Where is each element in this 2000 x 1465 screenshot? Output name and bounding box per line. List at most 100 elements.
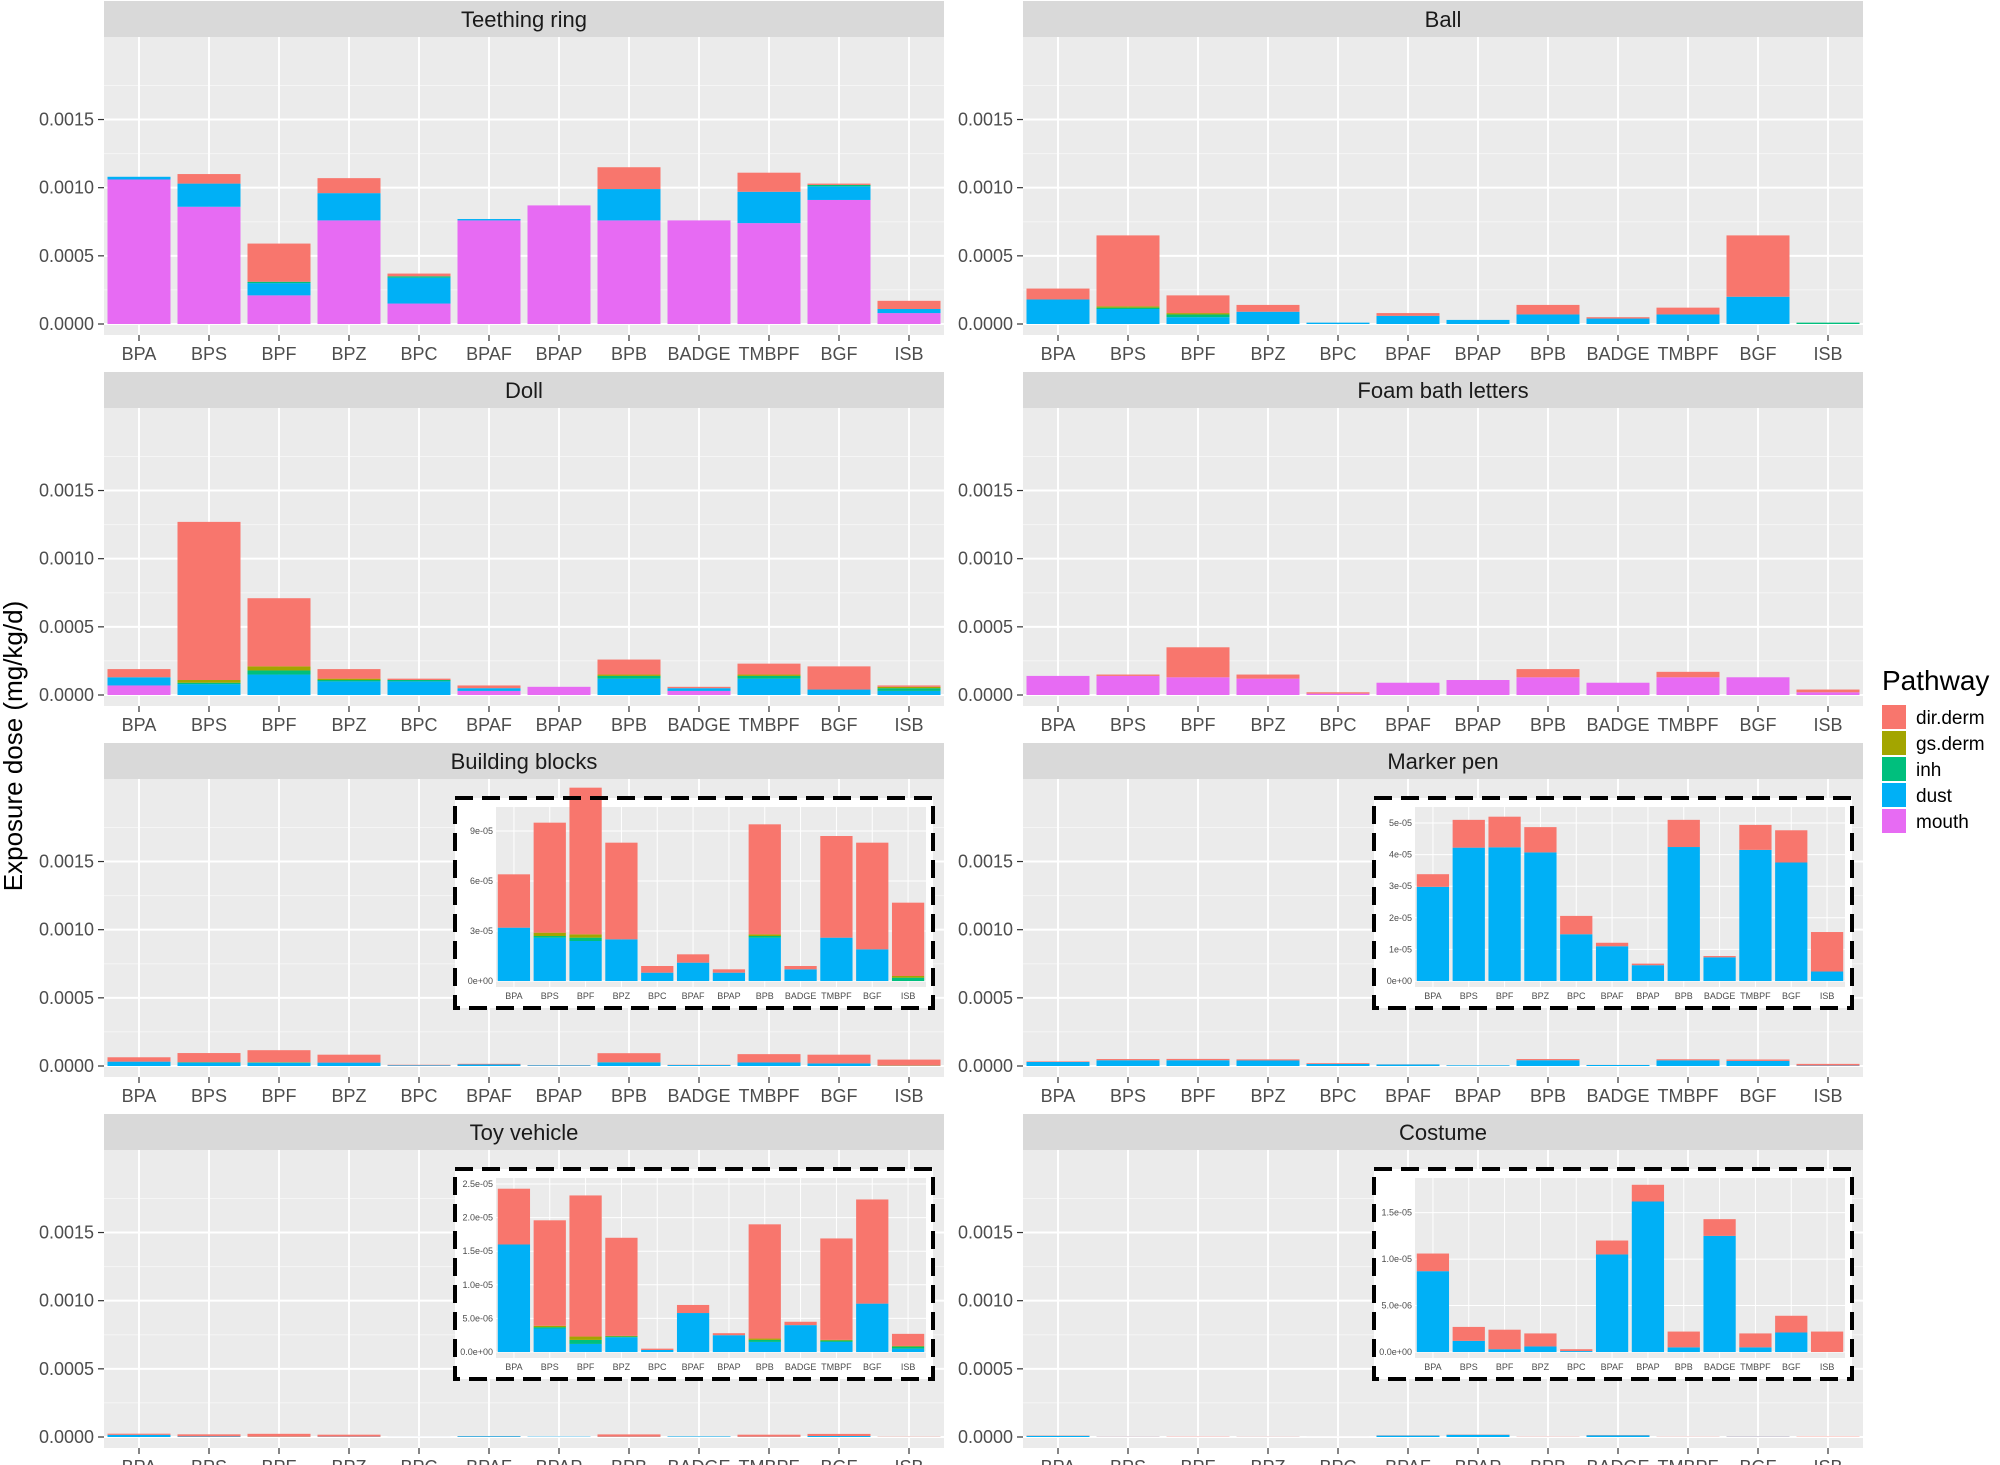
main-bar-bpc-inh [387, 276, 451, 278]
panel-background-foam-bath-letters [1023, 408, 1863, 706]
panel-strip-costume [1023, 1114, 1863, 1150]
inset-bar-bpap-dir-derm [712, 969, 746, 973]
chart-panels: Teething ring 0.0000 0.0005 0.0010 0.0015 BPA… [39, 1, 1863, 1465]
main-bar-bps-dir-derm [177, 1434, 241, 1437]
inset-x-tick-label-bgf: BGF [1782, 991, 1801, 1001]
main-bar-bpa-dust [1026, 1435, 1090, 1437]
inset-y-tick-label: 4e-05 [1389, 850, 1412, 860]
x-tick-label-bpa: BPA [1041, 1086, 1076, 1106]
inset-bar-bpaf-dust [1595, 1254, 1629, 1352]
panel-foam-bath-letters: Foam bath letters 0.0000 0.0005 0.0010 0.001… [958, 372, 1863, 735]
y-tick-label: 0.0010 [39, 1291, 94, 1311]
x-tick-label-bgf: BGF [1739, 344, 1776, 364]
legend-key-dir-derm [1882, 705, 1906, 729]
main-bar-bpz-dir-derm [317, 178, 381, 194]
inset-bar-bpc-dir-derm [641, 1348, 674, 1350]
main-bar-bpc-mouth [1306, 693, 1370, 695]
inset-x-tick-label-bpa: BPA [505, 991, 522, 1001]
main-bar-bps-gs-derm [1096, 306, 1160, 308]
x-tick-label-bpc: BPC [1319, 344, 1356, 364]
main-bar-bpb-inh [597, 675, 661, 679]
inset-bar-bpz-dust [1524, 852, 1557, 981]
x-tick-label-bps: BPS [191, 715, 227, 735]
inset-bar-bpaf-dir-derm [676, 1304, 710, 1314]
inset-x-tick-label-tmbpf: TMBPF [1740, 991, 1771, 1001]
panel-teething-ring: Teething ring 0.0000 0.0005 0.0010 0.0015 BPA… [39, 1, 944, 364]
main-bar-bps-inh [177, 682, 241, 685]
x-tick-label-badge: BADGE [1586, 1457, 1649, 1465]
main-bar-bgf-dust [807, 186, 871, 200]
x-tick-label-badge: BADGE [1586, 1086, 1649, 1106]
legend-key-gs-derm [1882, 731, 1906, 755]
inset-bar-bpaf-dust [1595, 946, 1629, 981]
inset-bar-bpz-dir-derm [1524, 827, 1557, 853]
x-tick-label-bps: BPS [1110, 715, 1146, 735]
main-bar-bgf-dust [1726, 1060, 1790, 1066]
panel-strip-ball [1023, 1, 1863, 37]
y-tick-label: 0.0000 [39, 1056, 94, 1076]
inset-x-tick-label-bpc: BPC [1567, 991, 1586, 1001]
y-tick-label: 0.0010 [958, 178, 1013, 198]
x-tick-label-bpz: BPZ [331, 1457, 366, 1465]
main-bar-bpf-gs-derm [1166, 313, 1230, 315]
main-bar-badge-mouth [667, 220, 731, 324]
x-tick-label-badge: BADGE [667, 1086, 730, 1106]
inset-bar-bpf-dir-derm [569, 787, 602, 935]
inset-bar-bpb-gs-derm [748, 934, 781, 936]
inset-building-blocks: 0e+00 3e-05 6e-05 9e-05 BPA BPS BPF BPZ BPC BPAF B… [453, 787, 935, 1010]
main-bar-bpf-dir-derm [247, 1433, 311, 1437]
y-tick-label: 0.0015 [958, 481, 1013, 501]
y-tick-label: 0.0015 [39, 481, 94, 501]
inset-bar-bpz-dust [605, 939, 638, 981]
panel-background-teething-ring [104, 37, 944, 335]
main-bar-tmbpf-dust [1656, 1060, 1720, 1066]
main-bar-bpf-mouth [1166, 677, 1230, 695]
main-bar-bpf-mouth [247, 295, 311, 324]
main-bar-bpf-dust [247, 674, 311, 695]
inset-x-tick-label-bps: BPS [1460, 991, 1478, 1001]
main-bar-bpz-mouth [1236, 678, 1300, 695]
main-bar-tmbpf-dir-derm [737, 1434, 801, 1437]
inset-y-tick-label: 3e-05 [1389, 881, 1412, 891]
inset-bar-badge-dust [784, 969, 817, 981]
inset-bar-isb-dir-derm [1810, 932, 1844, 972]
inset-x-tick-label-bpa: BPA [505, 1362, 522, 1372]
inset-x-tick-label-tmbpf: TMBPF [1740, 1362, 1771, 1372]
main-bar-bgf-dir-derm [1726, 235, 1790, 297]
main-bar-isb-inh [877, 688, 941, 691]
main-bar-bpf-dir-derm [247, 1050, 311, 1063]
main-bar-bpc-dir-derm [1306, 1063, 1370, 1064]
inset-y-tick-label: 1e-05 [1389, 944, 1412, 954]
x-tick-label-isb: ISB [894, 1086, 923, 1106]
inset-x-tick-label-bps: BPS [541, 1362, 559, 1372]
main-bar-bps-gs-derm [177, 680, 241, 683]
x-tick-label-bps: BPS [191, 1086, 227, 1106]
x-tick-label-bpc: BPC [400, 1457, 437, 1465]
inset-bar-bpf-dir-derm [1488, 1329, 1521, 1350]
main-bar-bgf-dust [1726, 296, 1790, 324]
x-tick-label-bpf: BPF [261, 1086, 296, 1106]
inset-x-tick-label-bpa: BPA [1424, 1362, 1441, 1372]
inset-bar-bpa-dir-derm [497, 874, 531, 928]
main-bar-tmbpf-mouth [1656, 677, 1720, 695]
x-tick-label-bgf: BGF [1739, 1086, 1776, 1106]
inset-x-tick-label-bpap: BPAP [1636, 1362, 1659, 1372]
inset-bar-bps-inh [533, 1327, 566, 1329]
main-bar-isb-dust [877, 309, 941, 314]
main-bar-bpf-dust [1166, 1060, 1230, 1066]
inset-y-tick-label: 0e+00 [468, 976, 493, 986]
inset-x-tick-label-bpap: BPAP [717, 1362, 740, 1372]
x-tick-label-bpap: BPAP [1455, 1086, 1502, 1106]
x-tick-label-tmbpf: TMBPF [739, 715, 800, 735]
x-tick-label-bpz: BPZ [1250, 715, 1285, 735]
main-bar-bpb-dir-derm [1516, 304, 1580, 315]
x-tick-label-bpc: BPC [1319, 715, 1356, 735]
main-bar-bps-dir-derm [1096, 235, 1160, 307]
inset-background-building-blocks [496, 807, 926, 987]
main-bar-badge-dust [667, 1436, 731, 1437]
main-bar-bpz-dir-derm [1236, 1059, 1300, 1061]
x-tick-label-bpc: BPC [400, 1086, 437, 1106]
x-tick-label-isb: ISB [1813, 344, 1842, 364]
main-bar-bpz-dust [317, 193, 381, 221]
inset-x-tick-label-bpaf: BPAF [1601, 991, 1624, 1001]
